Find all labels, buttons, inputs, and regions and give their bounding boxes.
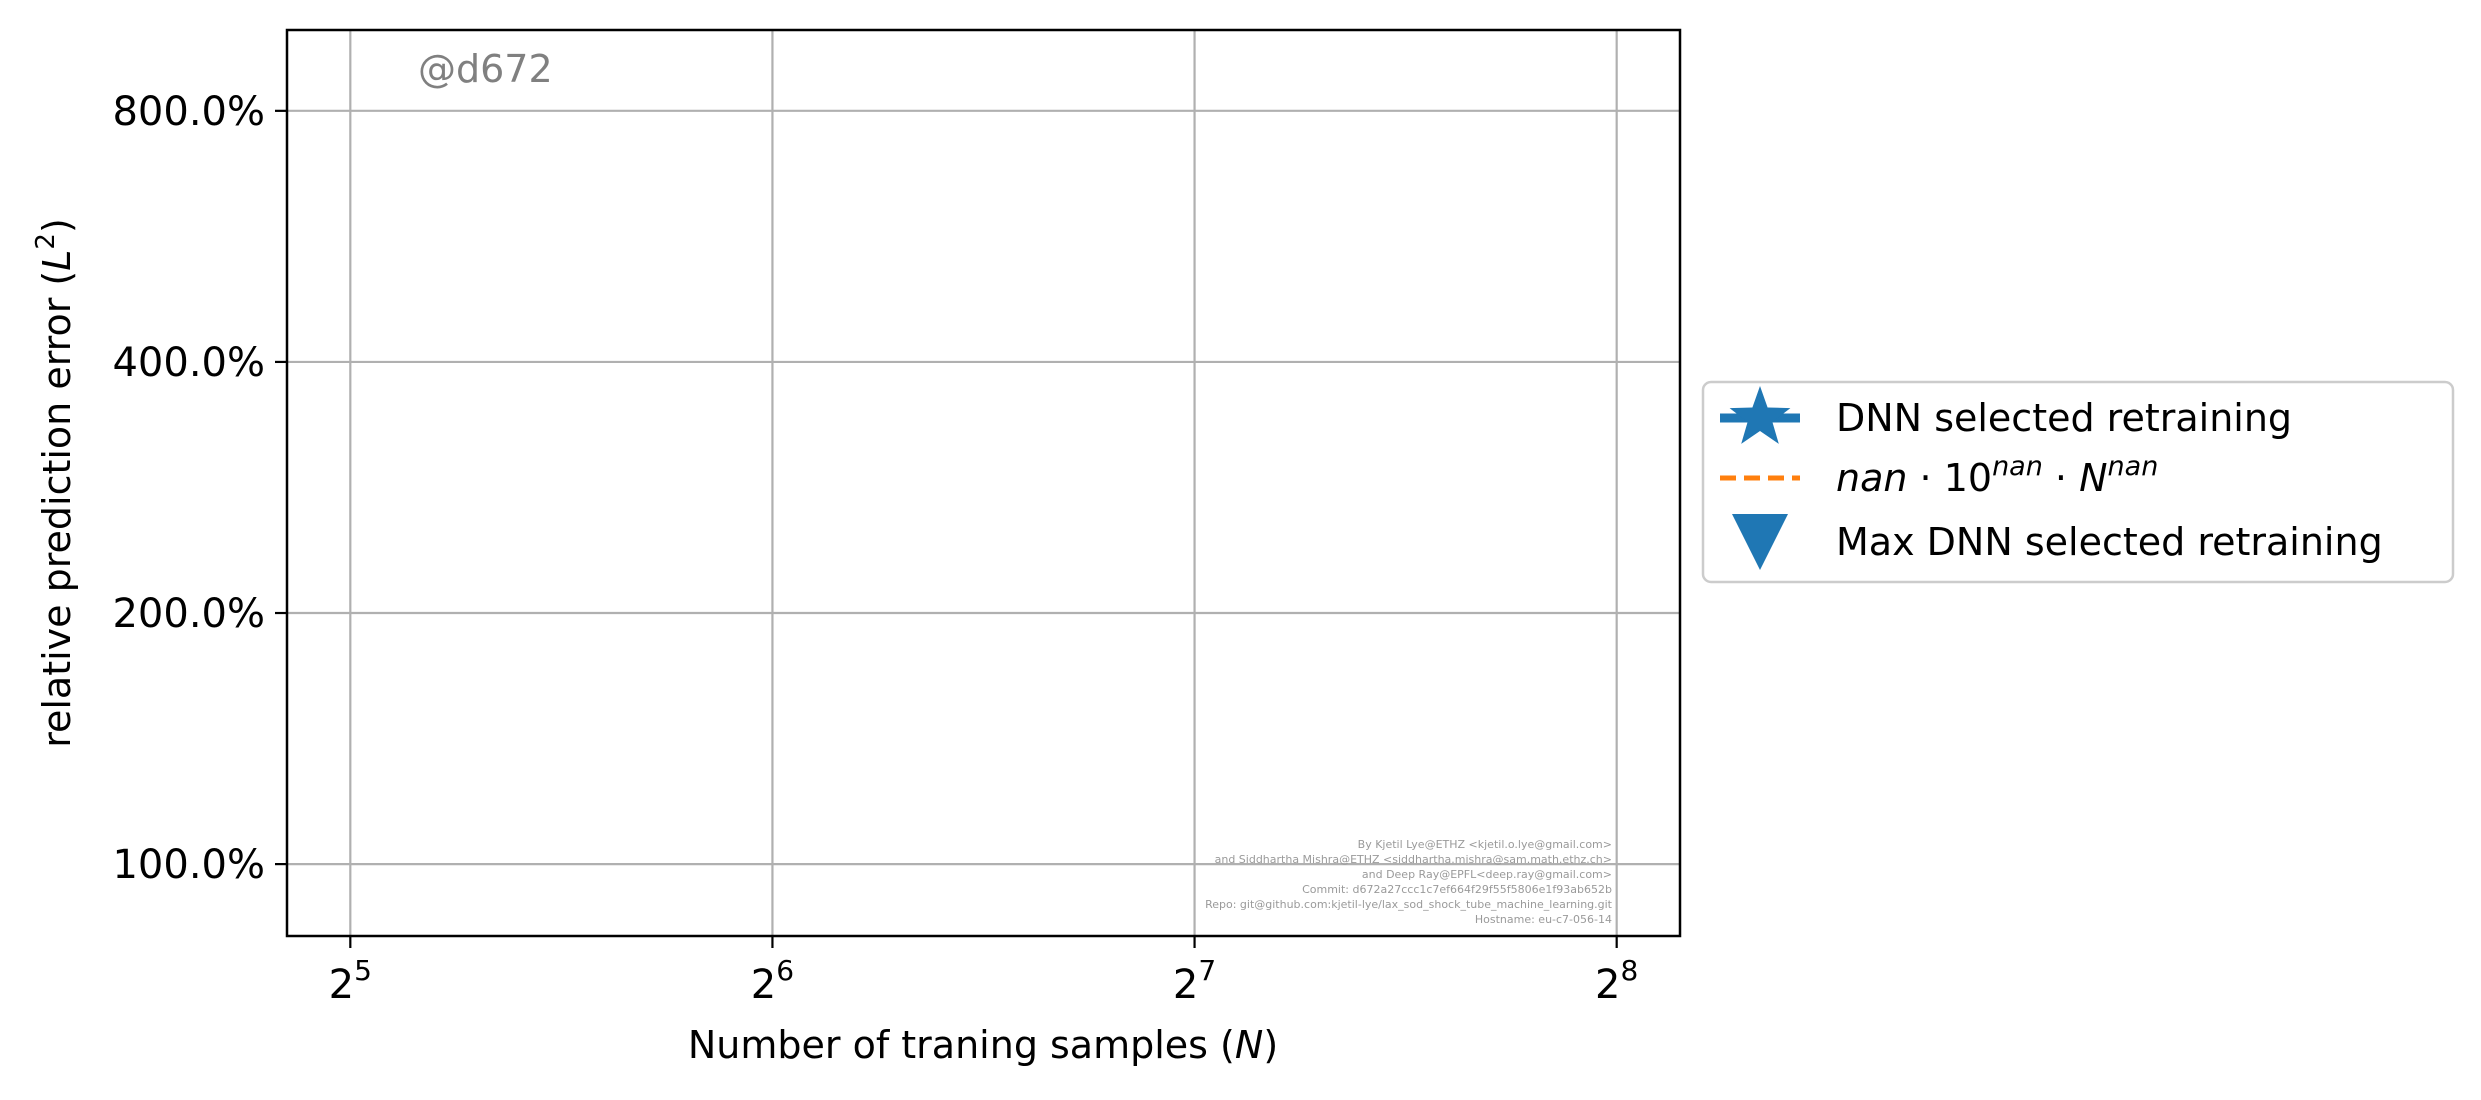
x-tick-label: 26: [751, 954, 794, 1008]
legend-box: [1701, 380, 2455, 584]
x-axis-label: Number of traning samples (N): [688, 1023, 1278, 1067]
legend-label: DNN selected retraining: [1836, 396, 2292, 440]
x-tick-label: 27: [1173, 954, 1216, 1008]
credit-line: Hostname: eu-c7-056-14: [1475, 913, 1612, 926]
legend-label: nan · 10nan · Nnan: [1836, 451, 2158, 500]
credit-line: Commit: d672a27ccc1c7ef664f29f55f5806e1f…: [1302, 883, 1612, 896]
legend-triangle-marker: [1732, 514, 1788, 570]
credit-line: Repo: git@github.com:kjetil-lye/lax_sod_…: [1205, 898, 1613, 911]
legend: DNN selected retraining nan · 10nan · Nna…: [1701, 380, 2455, 584]
legend-star-marker: [1729, 386, 1791, 444]
watermark: @d672: [418, 47, 553, 91]
x-tick-label: 28: [1595, 954, 1638, 1008]
credit-line: and Deep Ray@EPFL<deep.ray@gmail.com>: [1362, 868, 1612, 881]
grid-lines: [287, 30, 1680, 936]
x-tick-label: 25: [329, 954, 372, 1008]
x-axis-ticks: 25 26 27 28: [329, 936, 1638, 1008]
y-tick-label: 800.0%: [112, 89, 265, 135]
legend-label: Max DNN selected retraining: [1836, 520, 2383, 564]
credit-line: By Kjetil Lye@ETHZ <kjetil.o.lye@gmail.c…: [1358, 838, 1612, 851]
y-tick-label: 200.0%: [112, 591, 265, 637]
plot-area-frame: [285, 28, 1682, 938]
y-tick-label: 100.0%: [112, 842, 265, 888]
credit-line: and Siddhartha Mishra@ETHZ <siddhartha.m…: [1215, 853, 1612, 866]
credits-block: By Kjetil Lye@ETHZ <kjetil.o.lye@gmail.c…: [1205, 838, 1613, 926]
y-axis-ticks: 100.0% 200.0% 400.0% 800.0%: [112, 89, 287, 888]
y-axis-label: relative prediction error (L2): [31, 218, 79, 748]
y-tick-label: 400.0%: [112, 340, 265, 386]
